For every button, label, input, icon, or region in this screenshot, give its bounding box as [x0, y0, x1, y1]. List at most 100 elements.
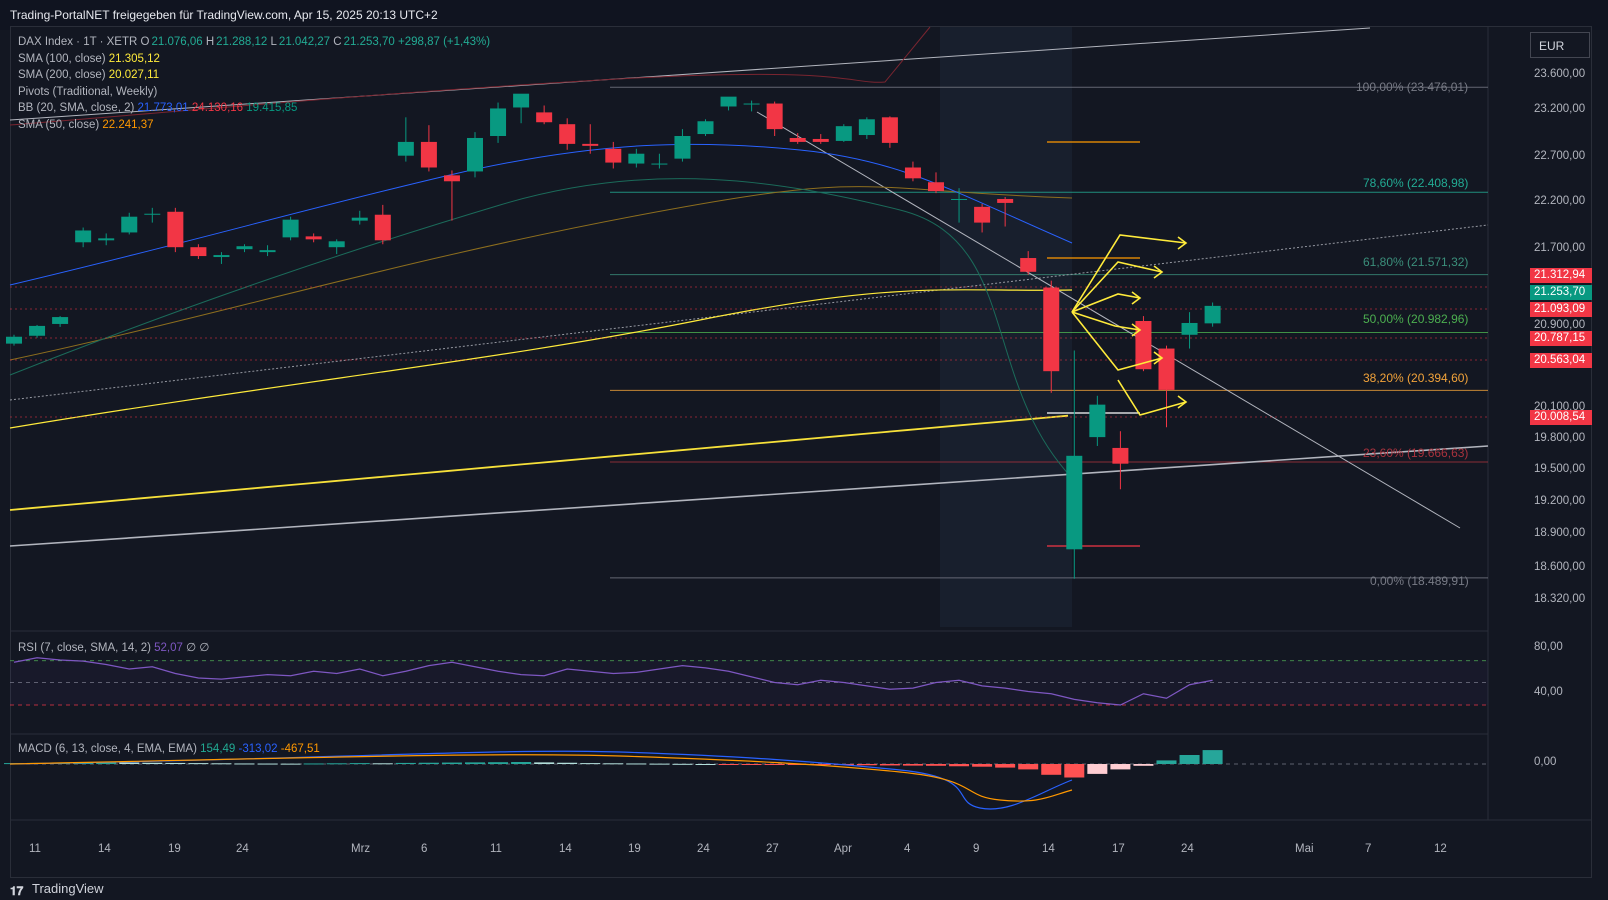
macd-hist-bar [395, 762, 416, 764]
macd-hist-bar [418, 762, 439, 764]
macd-hist-bar [326, 763, 347, 765]
macd-hist-bar [926, 764, 946, 766]
macd-label: MACD (6, 13, close, 4, EMA, EMA) [18, 743, 197, 755]
arrow-head-icon [1153, 351, 1164, 365]
macd-hist-bar [534, 762, 555, 764]
time-axis-label: 24 [697, 843, 710, 855]
macd-hist-bar [902, 764, 923, 766]
rsi-axis-label: 40,00 [1534, 686, 1563, 698]
sma100-label: SMA (100, close) [18, 52, 106, 65]
bb-mid-value: 21.773,01 [137, 102, 189, 114]
rsi-band-fill [10, 660, 1488, 705]
price-tag: 21.312,94 [1530, 268, 1592, 283]
low-value: 21.042,27 [278, 36, 331, 48]
candle-body [1181, 322, 1198, 335]
sma100-line [9, 289, 1073, 429]
sma200-legend[interactable]: SMA (200, close) 20.027,11 [18, 67, 490, 84]
candle-body [282, 219, 299, 238]
candle-body [52, 317, 69, 324]
arrow-head-icon [1177, 395, 1188, 409]
header-title: Trading-PortalNET freigegeben für Tradin… [10, 8, 438, 22]
candle-body [674, 136, 691, 159]
rsi-legend[interactable]: RSI (7, close, SMA, 14, 2) 52,07 ∅ ∅ [18, 640, 209, 654]
arrow-head-icon [1153, 265, 1164, 279]
macd-hist-bar [1156, 760, 1177, 764]
trendline-upper [9, 27, 1371, 121]
fib-level-label: 0,00% (18.489,91) [1370, 574, 1469, 588]
candle-body [858, 119, 875, 136]
candle-body [881, 117, 898, 143]
candle-body [305, 236, 322, 240]
candle-body [420, 141, 437, 168]
macd-hist-bar [879, 764, 900, 766]
candle-body [1112, 447, 1129, 464]
macd-hist-bar [1133, 764, 1154, 766]
candle-body [490, 108, 507, 137]
macd-hist-bar [280, 763, 301, 765]
sma200-value: 20.027,11 [108, 69, 160, 81]
price-axis-label: 19.800,00 [1534, 432, 1586, 444]
price-axis-label: 23.600,00 [1534, 68, 1586, 80]
macd-hist-bar [810, 764, 831, 765]
fib-level-label: 61,80% (21.571,32) [1363, 255, 1469, 269]
bb-lower-value: 19.415,85 [246, 102, 298, 114]
pivots-legend[interactable]: Pivots (Traditional, Weekly) [18, 84, 490, 101]
bb-legend[interactable]: BB (20, SMA, close, 2) 21.773,01 24.130,… [18, 100, 490, 117]
macd-hist-bar [303, 763, 324, 765]
macd-hist-bar [603, 763, 624, 765]
bb-upper-value: 24.130,16 [191, 102, 244, 114]
candle-body [467, 137, 483, 172]
time-axis-label: 27 [766, 843, 779, 855]
time-axis-label: Mrz [351, 843, 371, 855]
close-label: C [333, 36, 342, 48]
macd-hist-bar [580, 763, 601, 765]
price-axis-label: 22.200,00 [1534, 195, 1586, 207]
rsi-extra: ∅ ∅ [186, 642, 210, 654]
fib-level-label: 50,00% (20.982,96) [1363, 312, 1469, 326]
macd-hist-bar [626, 763, 647, 765]
time-axis-label: 14 [98, 843, 111, 855]
projection-arrow [1071, 234, 1187, 313]
open-value: 21.076,06 [151, 36, 203, 48]
candle-body [1066, 455, 1083, 550]
footer-brand[interactable]: TradingView [32, 881, 104, 896]
bb-label: BB (20, SMA, close, 2) [18, 102, 135, 114]
time-axis-label: 19 [168, 843, 181, 855]
candle-body [29, 325, 46, 336]
macd-legend[interactable]: MACD (6, 13, close, 4, EMA, EMA) 154,49 … [18, 743, 320, 755]
price-axis-label: 20.900,00 [1534, 319, 1586, 331]
sma50-legend[interactable]: SMA (50, close) 22.241,37 [18, 117, 490, 134]
indicator-legend: DAX Index · 1T · XETR O 21.076,06 H 21.288… [18, 34, 490, 133]
time-axis-label: 12 [1434, 843, 1447, 855]
candle-body [98, 238, 115, 241]
price-axis-label: 18.900,00 [1534, 527, 1586, 539]
currency-selector[interactable]: EUR [1530, 32, 1590, 58]
chart-frame[interactable] [10, 26, 1592, 878]
macd-hist-bar [488, 762, 509, 764]
candle-body [167, 211, 184, 248]
open-label: O [140, 36, 150, 48]
projection-arrow [1071, 261, 1163, 313]
time-axis-label: 7 [1365, 843, 1372, 855]
candle-body [559, 124, 576, 144]
sma100-legend[interactable]: SMA (100, close) 21.305,12 [18, 51, 490, 68]
time-axis-label: Apr [834, 843, 852, 855]
fib-level-label: 78,60% (22.408,98) [1363, 176, 1469, 190]
candle-body [1043, 287, 1060, 372]
time-axis-label: 4 [904, 843, 911, 855]
price-axis-label: 21.700,00 [1534, 242, 1586, 254]
candle-body [605, 148, 622, 163]
tradingview-logo-icon[interactable]: 𝟏𝟕 [10, 884, 24, 898]
symbol-label[interactable]: DAX Index · 1T · XETR [18, 36, 138, 48]
macd-line [9, 750, 1073, 810]
macd-hist-bar [119, 762, 140, 764]
pivots-label: Pivots (Traditional, Weekly) [18, 85, 158, 98]
bb-lower [9, 178, 1073, 479]
macd-hist-value: 154,49 [200, 743, 236, 755]
price-tag: 20.787,15 [1530, 331, 1592, 346]
macd-hist-bar [972, 764, 993, 767]
price-tag: 20.563,04 [1530, 353, 1592, 368]
price-tag: 21.253,70 [1530, 285, 1592, 300]
macd-hist-bar [949, 764, 970, 767]
